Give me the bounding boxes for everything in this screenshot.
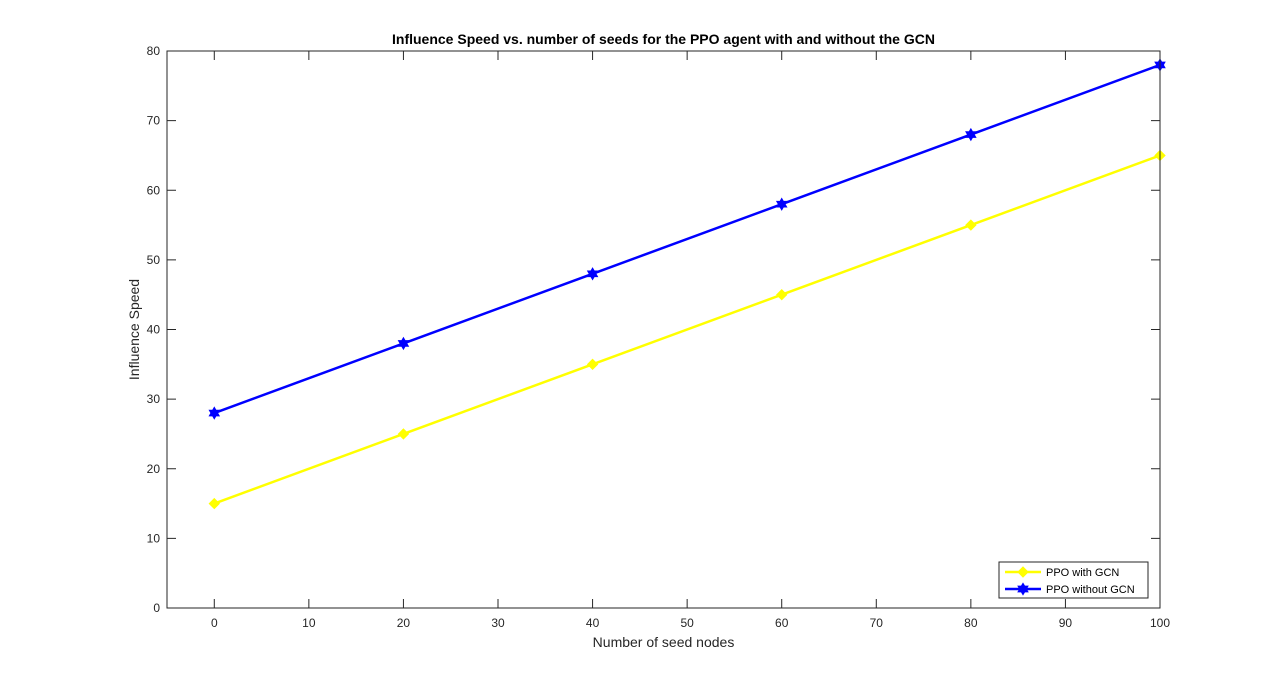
x-tick-label: 90 — [1059, 616, 1073, 630]
series-2-point — [775, 197, 788, 211]
legend: PPO with GCN PPO without GCN — [998, 561, 1149, 599]
y-axis-label: Influence Speed — [126, 279, 142, 380]
series-2-point — [965, 127, 977, 142]
x-tick-label: 30 — [491, 616, 505, 630]
chart-title: Influence Speed vs. number of seeds for … — [392, 31, 935, 47]
ticks-layer: 0 10 20 30 40 50 60 70 80 90 100 0 10 20 30 40 50 60 70 80 — [147, 44, 1171, 630]
series-2-point — [586, 267, 599, 281]
series-1-point — [397, 428, 410, 440]
y-tick-label: 60 — [147, 183, 161, 197]
y-tick-label: 40 — [147, 323, 161, 337]
y-tick-label: 50 — [147, 253, 161, 267]
plot-border — [166, 50, 1161, 609]
series-1-point — [586, 358, 599, 371]
x-tick-label: 60 — [775, 616, 789, 630]
series-1-point — [776, 288, 788, 301]
y-tick-label: 80 — [147, 44, 161, 58]
y-tick-label: 10 — [147, 531, 161, 545]
series-1 — [208, 149, 1166, 510]
series-1-point — [208, 497, 220, 510]
y-tick-label: 30 — [147, 392, 161, 406]
legend-label: PPO without GCN — [1046, 584, 1135, 596]
y-tick-label: 0 — [153, 601, 160, 615]
x-axis-label: Number of seed nodes — [593, 634, 735, 650]
y-tick-label: 20 — [147, 462, 161, 476]
x-tick-label: 20 — [397, 616, 411, 630]
x-tick-label: 100 — [1150, 616, 1170, 630]
x-tick-label: 10 — [302, 616, 316, 630]
series-1-line — [213, 154, 1161, 505]
x-tick-label: 80 — [964, 616, 978, 630]
x-tick-label: 40 — [586, 616, 600, 630]
series-2-point — [397, 336, 410, 351]
series-layer — [208, 58, 1166, 510]
series-2-line — [213, 63, 1161, 415]
series-2 — [208, 58, 1166, 420]
series-2-point — [208, 406, 221, 420]
plot-area — [167, 51, 1160, 608]
x-tick-label: 0 — [211, 616, 218, 630]
legend-marker — [1017, 566, 1029, 578]
legend-marker — [1017, 582, 1029, 596]
series-1-point — [965, 219, 977, 231]
legend-label: PPO with GCN — [1046, 567, 1119, 579]
x-tick-label: 70 — [870, 616, 884, 630]
x-tick-label: 50 — [680, 616, 694, 630]
y-tick-label: 70 — [147, 114, 161, 128]
